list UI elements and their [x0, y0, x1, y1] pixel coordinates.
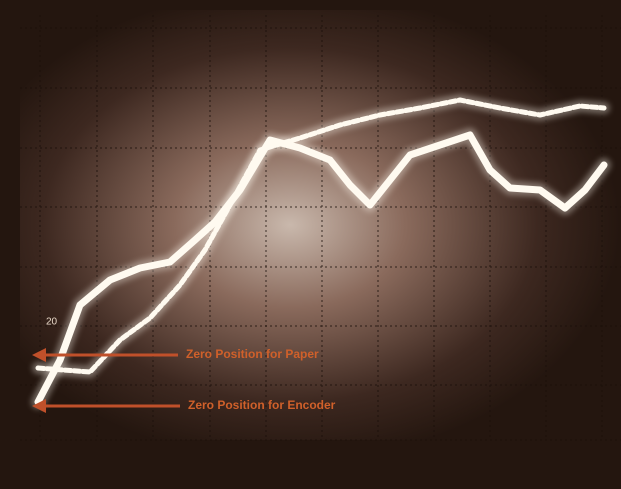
oscilloscope-photo: 20 Zero Position for Paper Zero Position… [0, 0, 621, 489]
scale-label: 20 [46, 317, 58, 328]
screen-glow [20, 10, 620, 440]
annotation: Zero Position for Paper [186, 347, 319, 361]
annotation: Zero Position for Encoder [188, 398, 336, 412]
page: 20 Zero Position for Paper Zero Position… [0, 0, 621, 489]
